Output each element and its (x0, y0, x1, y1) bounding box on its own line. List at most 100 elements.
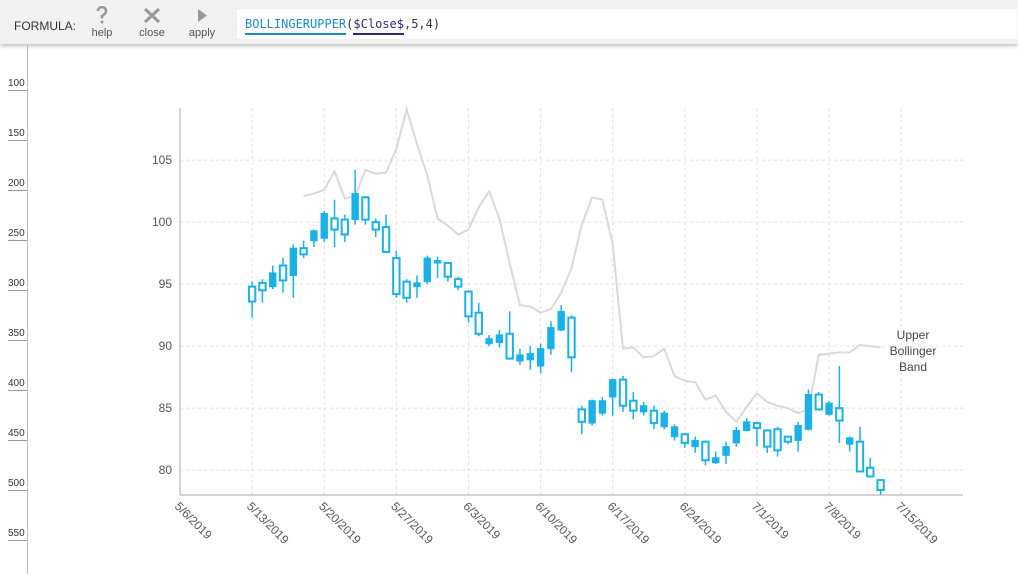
help-icon (96, 6, 108, 24)
x-tick-label: 7/1/2019 (749, 499, 792, 542)
candle-body (660, 412, 668, 428)
candle-body (732, 430, 741, 444)
candle-body (310, 230, 318, 242)
x-tick-label: 5/20/2019 (316, 499, 364, 547)
candle-body (485, 338, 493, 345)
upper-band-line (303, 105, 881, 424)
apply-icon (198, 9, 207, 22)
ruler-label: 300 (8, 278, 27, 291)
candle-body (381, 226, 391, 253)
candle-body (557, 310, 565, 331)
y-tick-label: 105 (152, 153, 172, 167)
candle-body (371, 221, 380, 231)
candle-body (783, 435, 793, 443)
candle-body (340, 218, 350, 236)
candle-body (763, 429, 772, 448)
annotation: Upper Bollinger Band (889, 328, 937, 374)
formula-text: BOLLINGERUPPER($Close$,5,4) (245, 17, 441, 35)
y-tick-label: 90 (159, 339, 173, 353)
candle-body (649, 409, 659, 425)
close-button[interactable]: close (130, 6, 174, 39)
candle-body (701, 440, 710, 462)
candle-body (392, 257, 401, 296)
candle-body (618, 378, 628, 407)
candle-body (320, 212, 328, 239)
ruler-label: 200 (8, 178, 27, 191)
help-button[interactable]: help (80, 6, 124, 39)
candle-body (505, 332, 514, 360)
candle-body (814, 393, 823, 411)
candle-body (247, 285, 257, 303)
candle-body (794, 425, 802, 441)
candle-body (423, 257, 431, 283)
candle-body (825, 402, 833, 415)
ruler: 100 150 200 250 300 350 400 450 500 550 (0, 46, 28, 574)
candle-body (629, 399, 638, 412)
candle-body (443, 262, 453, 278)
candle-body (402, 280, 411, 299)
ruler-label: 250 (8, 228, 27, 241)
candle-body (712, 457, 720, 464)
candle-body (351, 193, 359, 221)
candle-body (536, 348, 545, 367)
candle-body (577, 408, 586, 423)
apply-label: apply (188, 27, 216, 39)
y-tick-label: 80 (159, 463, 173, 477)
ruler-label: 550 (8, 528, 27, 541)
formula-function: BOLLINGERUPPER (245, 17, 347, 35)
candle-body (547, 327, 555, 350)
candle-body (588, 400, 596, 424)
candle-body (413, 282, 421, 288)
candle-body (289, 247, 298, 276)
y-tick-label: 100 (152, 215, 172, 229)
candle-body (855, 440, 865, 473)
candle-body (453, 278, 463, 288)
x-tick-label: 6/24/2019 (677, 499, 725, 547)
candle-body (670, 426, 679, 438)
candle-body (361, 196, 370, 221)
candle-body (866, 466, 875, 478)
x-tick-label: 7/8/2019 (821, 499, 864, 542)
candle-body (876, 479, 885, 492)
candle-body (258, 281, 267, 292)
x-tick-label: 5/27/2019 (388, 499, 436, 547)
formula-label: FORMULA: (14, 19, 77, 33)
candle-body (609, 379, 617, 398)
candle-body (433, 260, 442, 264)
toolbar: FORMULA: help close apply BOLLINGERUPPER… (0, 0, 1018, 44)
candle-body (804, 394, 813, 430)
x-tick-label: 6/17/2019 (605, 499, 653, 547)
y-tick-label: 95 (159, 277, 173, 291)
close-icon (143, 7, 161, 24)
formula-box[interactable]: BOLLINGERUPPER($Close$,5,4) (237, 9, 1017, 39)
candle-body (567, 316, 576, 359)
candle-body (330, 217, 339, 231)
ruler-label: 100 (8, 78, 27, 91)
apply-button[interactable]: apply (180, 6, 224, 39)
candle-body (773, 428, 782, 452)
x-tick-label: 5/6/2019 (172, 499, 215, 542)
candle-body (722, 446, 730, 456)
candle-body (474, 311, 483, 335)
ruler-label: 500 (8, 478, 27, 491)
candle-body (269, 272, 277, 288)
formula-token: ,5,4) (403, 17, 441, 31)
candle-body (526, 353, 534, 361)
x-tick-label: 6/10/2019 (532, 499, 580, 547)
candle-body (742, 421, 751, 432)
candle-body (752, 422, 762, 430)
candle-body (464, 290, 473, 318)
x-tick-label: 7/15/2019 (893, 499, 941, 547)
ruler-label: 400 (8, 378, 27, 391)
help-label: help (91, 27, 113, 39)
ruler-label: 350 (8, 328, 27, 341)
formula-field: $Close$ (353, 17, 404, 35)
candle-body (495, 334, 504, 343)
candle-body (278, 264, 288, 282)
candle-body (639, 405, 648, 413)
candle-body (680, 433, 690, 444)
candle-body (299, 247, 308, 256)
ruler-label: 450 (8, 428, 27, 441)
